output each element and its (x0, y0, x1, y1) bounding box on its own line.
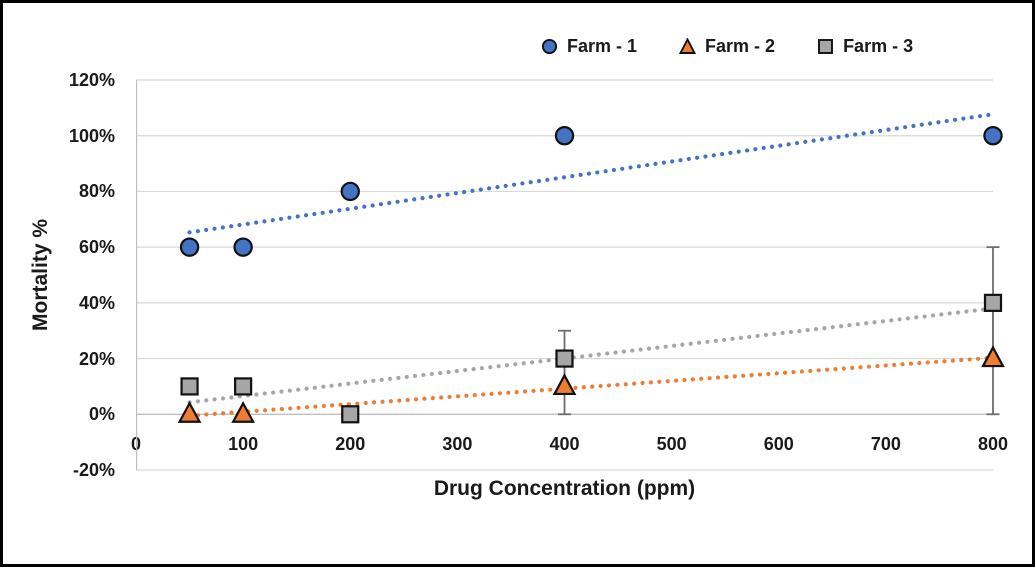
data-point-farm-2 (981, 345, 1005, 368)
legend-triangle-icon (679, 38, 697, 54)
data-point-farm-1 (983, 126, 1003, 146)
trendline-farm-2 (187, 355, 996, 418)
x-tick-label: 200 (335, 434, 366, 454)
x-tick-label: 600 (763, 434, 794, 454)
data-point-farm-2 (552, 373, 577, 396)
legend-label: Farm - 2 (705, 36, 776, 56)
y-tick-label: -20% (72, 460, 115, 480)
x-tick-label: 500 (656, 434, 687, 454)
y-tick-label: 0% (88, 404, 115, 425)
trendline-farm-3 (187, 306, 996, 405)
plot-area (136, 79, 1005, 471)
x-axis-title: Drug Concentration (ppm) (433, 477, 696, 500)
data-point-farm-3 (555, 349, 574, 368)
data-point-farm-3 (180, 377, 199, 396)
data-point-farm-1 (179, 237, 200, 257)
legend-label: Farm - 3 (843, 36, 914, 56)
data-point-farm-3 (341, 405, 360, 424)
legend-circle-icon (541, 38, 558, 55)
data-point-farm-3 (983, 293, 1003, 312)
legend: Farm - 1 Farm - 2 Farm - 3 (541, 36, 913, 57)
x-tick-label: 400 (549, 434, 580, 454)
x-tick-label: 300 (442, 434, 473, 454)
x-tick-label: 700 (870, 434, 901, 454)
legend-item-farm-3: Farm - 3 (817, 36, 913, 57)
data-point-farm-1 (233, 237, 253, 257)
data-point-farm-1 (340, 181, 360, 202)
y-tick-label: 80% (78, 181, 115, 202)
data-point-farm-2 (231, 400, 255, 423)
trendline-farm-1 (187, 112, 996, 235)
legend-item-farm-2: Farm - 2 (679, 36, 775, 57)
y-tick-label: 100% (68, 125, 115, 146)
data-point-farm-3 (234, 377, 253, 396)
data-point-farm-2 (177, 400, 202, 423)
x-tick-label: 0 (130, 434, 141, 454)
y-tick-label: 60% (78, 237, 115, 258)
data-point-farm-1 (554, 126, 575, 146)
y-tick-label: 40% (78, 292, 115, 313)
y-tick-label: 20% (78, 348, 115, 369)
x-tick-label: 100 (228, 434, 259, 454)
y-tick-label: 120% (68, 70, 115, 90)
y-axis-title: Mortality % (29, 218, 52, 332)
x-tick-label: 800 (977, 434, 1009, 454)
legend-item-farm-1: Farm - 1 (541, 36, 637, 57)
legend-label: Farm - 1 (567, 36, 638, 56)
legend-square-icon (818, 39, 834, 54)
